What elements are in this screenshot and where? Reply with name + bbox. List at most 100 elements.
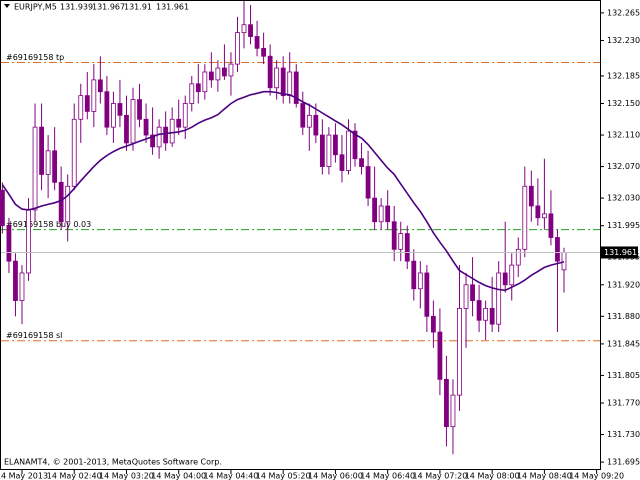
- candle-body: [444, 378, 449, 428]
- candle-body: [398, 233, 404, 250]
- candle-body: [104, 91, 110, 128]
- candle-body: [91, 79, 97, 112]
- candle-body: [267, 55, 273, 89]
- candle-body: [13, 260, 18, 301]
- candle-body: [483, 308, 489, 321]
- candle-body: [313, 114, 319, 136]
- candle-body: [130, 99, 136, 144]
- candle-body: [385, 205, 391, 223]
- candle-body: [39, 126, 44, 175]
- candle-body: [0, 189, 5, 227]
- candle-body: [502, 272, 508, 286]
- order-level-label: #69169158 tp: [6, 53, 64, 62]
- candle-body: [143, 118, 149, 136]
- x-tick-label: 14 May 02:40: [47, 472, 102, 480]
- candle-body: [450, 394, 456, 428]
- x-tick-label: 14 May 08:40: [517, 472, 572, 480]
- candle-body: [300, 103, 306, 128]
- candle-body: [163, 126, 169, 144]
- candle-body: [339, 154, 345, 171]
- candle-body: [176, 118, 182, 128]
- candle-body: [333, 134, 338, 156]
- candle-body: [326, 134, 332, 167]
- candle-body: [372, 197, 378, 223]
- candle-body: [528, 185, 534, 207]
- y-tick-label: 131.920: [607, 280, 640, 289]
- candle-body: [437, 331, 443, 380]
- y-tick-label: 131.995: [607, 221, 640, 230]
- candle-body: [52, 150, 58, 183]
- x-tick-label: 14 May 04:40: [204, 472, 259, 480]
- candle-body: [274, 67, 280, 89]
- candle-body: [241, 24, 247, 33]
- candle-body: [26, 209, 31, 274]
- x-tick-label: 14 May 06:40: [360, 472, 415, 480]
- y-tick-label: 131.770: [607, 399, 640, 408]
- x-tick-label: 14 May 09:20: [569, 472, 624, 480]
- candle-body: [424, 272, 430, 317]
- y-tick-label: 132.070: [607, 162, 640, 171]
- chart-title: EURJPY,M5: [14, 3, 57, 12]
- candle-body: [430, 315, 436, 333]
- x-tick-label: 14 May 2013: [0, 472, 48, 480]
- candle-body: [84, 95, 90, 112]
- candle-body: [189, 83, 195, 104]
- header-close: 131.961: [156, 3, 189, 12]
- x-tick-label: 14 May 04:00: [151, 472, 206, 480]
- candle-body: [293, 71, 299, 104]
- x-tick-label: 14 May 03:20: [99, 472, 154, 480]
- plot-frame: [0, 0, 601, 470]
- x-tick-label: 14 May 08:00: [465, 472, 520, 480]
- candle-body: [548, 213, 554, 238]
- candle-body: [535, 205, 541, 219]
- current-price-box: [600, 246, 638, 259]
- candle-body: [496, 272, 502, 325]
- candle-body: [319, 134, 325, 167]
- candle-body: [169, 118, 175, 144]
- candle-body: [470, 284, 475, 301]
- candle-body: [111, 103, 116, 128]
- candle-body: [6, 225, 12, 262]
- candle-body: [261, 47, 267, 57]
- y-tick-label: 131.730: [607, 430, 640, 439]
- candle-body: [228, 63, 234, 77]
- candle-body: [378, 205, 384, 223]
- candle-body: [391, 221, 397, 250]
- footer: ELANAMT4, © 2001-2013, MetaQuotes Softwa…: [4, 458, 222, 467]
- candle-body: [346, 130, 351, 171]
- candle-body: [195, 83, 201, 93]
- header-low: 131.91: [124, 3, 152, 12]
- candle-body: [561, 252, 567, 271]
- y-tick-label: 131.845: [607, 339, 640, 348]
- candle-body: [306, 114, 312, 128]
- candle-body: [541, 213, 547, 219]
- candle-body: [457, 308, 462, 396]
- y-tick-label: 131.695: [607, 458, 640, 467]
- order-level-label: #69169158 sl: [6, 331, 62, 340]
- candle-body: [202, 71, 208, 93]
- header-open: 131.939: [60, 3, 93, 12]
- candle-body: [248, 24, 253, 37]
- y-tick-label: 132.030: [607, 194, 640, 203]
- candle-body: [182, 103, 188, 128]
- candle-body: [235, 32, 240, 65]
- x-tick-label: 14 May 06:00: [308, 472, 363, 480]
- candle-body: [515, 248, 521, 266]
- moving-average: [1, 90, 565, 292]
- candle-body: [97, 79, 103, 93]
- candle-body: [124, 114, 129, 144]
- candle-body: [117, 103, 123, 116]
- y-tick-label: 132.185: [607, 71, 640, 80]
- menu-arrow: [4, 4, 10, 8]
- y-tick-label: 131.805: [607, 371, 640, 380]
- candle-body: [32, 126, 38, 211]
- candle-body: [476, 300, 482, 321]
- header-high: 131.967: [92, 3, 125, 12]
- candle-body: [254, 36, 260, 49]
- candle-body: [509, 264, 515, 286]
- candle-body: [489, 308, 495, 325]
- candle-body: [58, 181, 64, 223]
